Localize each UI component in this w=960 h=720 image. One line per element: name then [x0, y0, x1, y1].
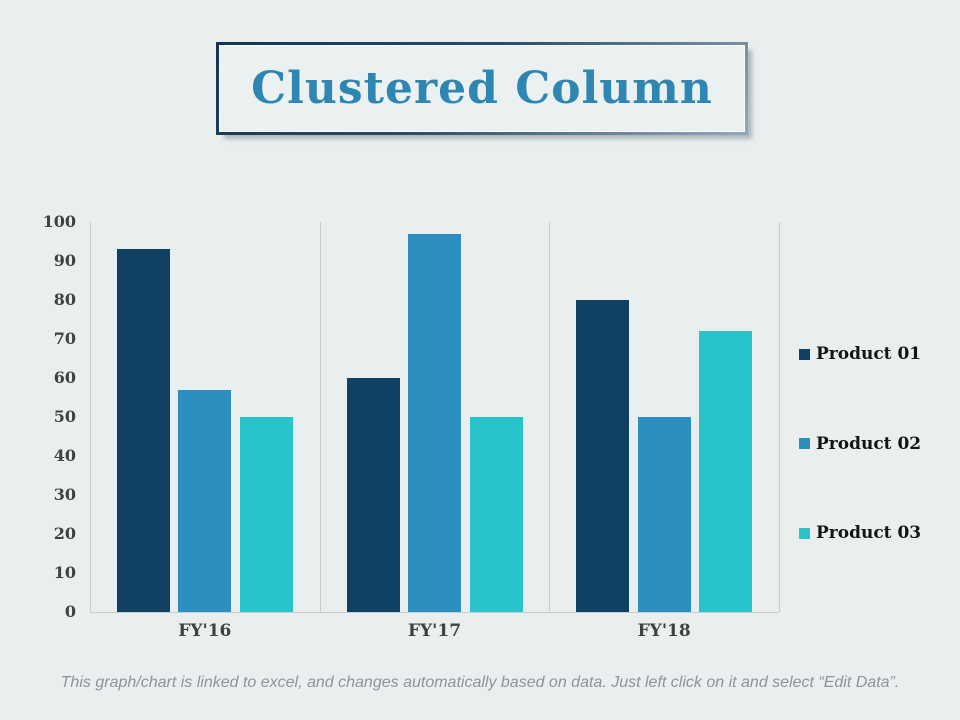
y-axis-tick-label: 90	[53, 251, 76, 270]
y-axis-tick-label: 40	[53, 446, 76, 465]
y-axis-tick-label: 80	[53, 290, 76, 309]
title-box[interactable]: Clustered Column	[216, 42, 748, 135]
legend-swatch-icon	[799, 527, 810, 539]
legend-item-product-03[interactable]: Product 03	[799, 523, 921, 543]
legend-item-product-02[interactable]: Product 02	[799, 434, 921, 454]
y-axis-tick-label: 30	[53, 485, 76, 504]
y-axis-tick-label: 20	[53, 524, 76, 543]
legend-swatch-icon	[799, 348, 810, 360]
y-axis-line	[90, 222, 91, 612]
y-axis-tick-label: 0	[64, 602, 76, 621]
bar-product-03-fy-17[interactable]	[469, 417, 523, 612]
bar-product-01-fy-17[interactable]	[346, 378, 400, 612]
x-axis-category-label: FY'16	[178, 621, 232, 641]
category-gridline	[320, 222, 321, 612]
legend-item-product-01[interactable]: Product 01	[799, 344, 921, 364]
legend-label: Product 01	[816, 344, 922, 364]
legend-label: Product 03	[816, 523, 922, 543]
bar-product-02-fy-16[interactable]	[178, 389, 232, 612]
bar-product-01-fy-18[interactable]	[576, 300, 630, 612]
y-axis-tick-label: 50	[53, 407, 76, 426]
bar-product-01-fy-16[interactable]	[116, 249, 170, 612]
x-axis-category-label: FY'17	[407, 621, 462, 641]
bar-product-02-fy-18[interactable]	[637, 417, 691, 612]
category-gridline	[779, 222, 780, 612]
x-axis-line	[90, 612, 779, 613]
bar-product-03-fy-18[interactable]	[699, 331, 753, 612]
y-axis-tick-label: 60	[53, 368, 76, 387]
y-axis-tick-label: 10	[53, 563, 76, 582]
x-axis-category-label: FY'18	[637, 621, 691, 641]
bar-product-03-fy-16[interactable]	[239, 417, 293, 612]
legend-swatch-icon	[799, 438, 810, 449]
bar-product-02-fy-17[interactable]	[408, 233, 461, 612]
footer-note: This graph/chart is linked to excel, and…	[60, 674, 900, 691]
category-gridline	[549, 222, 550, 612]
y-axis-tick-label: 100	[42, 212, 76, 231]
y-axis-tick-label: 70	[53, 329, 76, 348]
legend-label: Product 02	[816, 433, 922, 454]
slide-title: Clustered Column	[251, 63, 713, 114]
